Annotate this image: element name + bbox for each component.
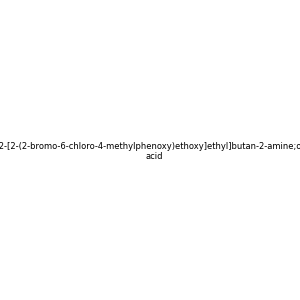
Text: N-[2-[2-(2-bromo-6-chloro-4-methylphenoxy)ethoxy]ethyl]butan-2-amine;oxalic acid: N-[2-[2-(2-bromo-6-chloro-4-methylphenox… bbox=[0, 142, 300, 161]
